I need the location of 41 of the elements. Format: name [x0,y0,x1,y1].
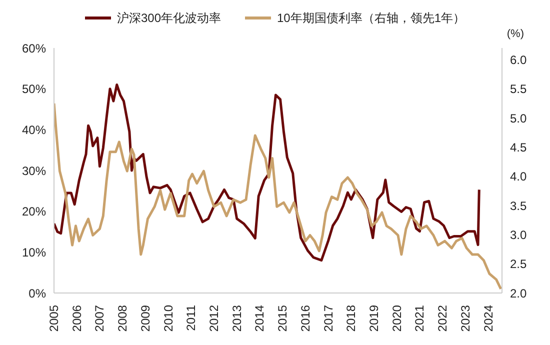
x-tick-label: 2010 [161,304,176,332]
x-tick-label: 2009 [138,304,152,332]
x-tick-label: 2013 [230,304,244,332]
x-tick-label: 2021 [412,304,427,332]
line-series [54,84,480,262]
x-tick-label: 2008 [116,304,130,332]
x-tick-label: 2018 [344,304,358,332]
x-tick-label: 2019 [367,304,381,332]
y2-tick-label: 3.0 [510,228,528,242]
y2-tick-label: 3.5 [510,198,528,213]
y2-tick-label: 6.0 [510,52,528,67]
x-tick-label: 2007 [92,304,107,332]
y2-tick-label: 4.0 [510,170,528,184]
x-tick-label: 2022 [436,304,450,332]
x-tick-label: 2015 [276,304,290,332]
x-tick-label: 2017 [321,304,336,332]
y-tick-label: 10% [22,245,46,260]
y-tick-label: 60% [22,41,46,56]
y2-tick-label: 5.5 [510,82,528,96]
x-tick-label: 2006 [70,304,84,332]
y-tick-label: 40% [22,122,46,137]
legend-label: 沪深300年化波动率 [116,10,221,26]
x-tick-label: 2020 [390,304,404,332]
x-tick-label: 2016 [298,304,312,332]
legend-label: 10年期国债利率（右轴，领先1年） [277,10,466,26]
x-tick-label: 2011 [184,304,198,331]
x-tick-label: 2023 [458,304,472,332]
y2-tick-label: 4.5 [510,140,528,154]
x-tick-label: 2005 [47,304,61,332]
x-tick-label: 2012 [207,304,221,332]
y-tick-label: 30% [22,164,46,178]
x-tick-label: 2024 [481,304,496,332]
y2-axis-title: (%) [506,28,524,40]
y2-tick-label: 2.5 [510,257,528,272]
x-tick-label: 2014 [252,304,267,332]
y2-tick-label: 5.0 [510,111,528,126]
y-tick-label: 20% [22,204,46,219]
y-tick-label: 50% [22,82,46,96]
y2-tick-label: 2.0 [510,286,528,300]
y-tick-label: 0% [28,286,46,300]
line-series [54,102,502,290]
